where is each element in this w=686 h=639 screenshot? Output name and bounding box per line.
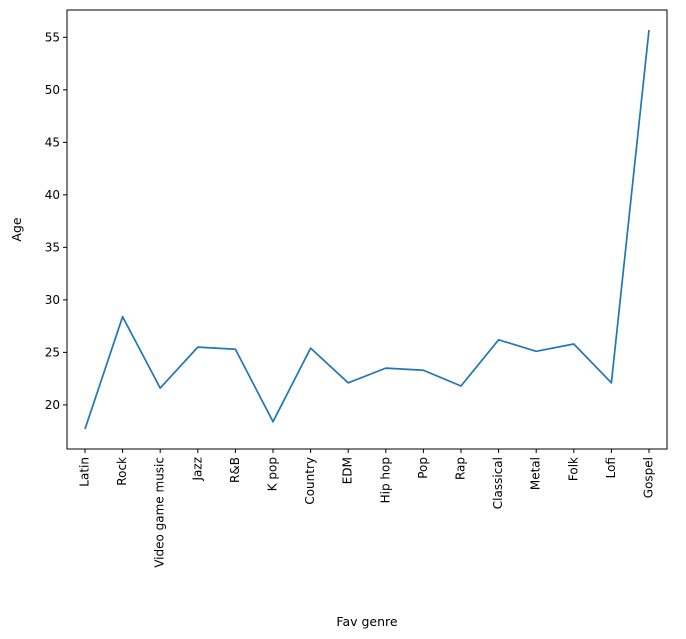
- x-axis-label: Fav genre: [336, 614, 397, 629]
- x-tick-label: EDM: [341, 457, 355, 484]
- x-tick-label: Hip hop: [378, 457, 392, 503]
- x-tick-label: Jazz: [190, 457, 204, 482]
- y-tick-label: 30: [45, 293, 60, 307]
- series-line-0: [84, 29, 650, 430]
- y-tick-label: 45: [45, 135, 60, 149]
- y-tick-label: 50: [45, 83, 60, 97]
- plot-area: [66, 9, 668, 450]
- x-tick-label: Pop: [416, 457, 430, 479]
- x-tick-label: Gospel: [642, 457, 656, 498]
- y-tick-label: 20: [45, 398, 60, 412]
- x-tick-label: Metal: [529, 457, 543, 490]
- x-tick-label: Video game music: [153, 457, 167, 568]
- y-tick-label: 25: [45, 345, 60, 359]
- x-tick-label: Classical: [491, 457, 505, 509]
- y-axis-ticks: 20 25 30 35 40 45 50 55: [45, 30, 67, 412]
- x-tick-label: Country: [303, 457, 317, 505]
- x-tick-label: Folk: [566, 457, 580, 481]
- axes-frame: [66, 9, 668, 450]
- y-tick-label: 35: [45, 240, 60, 254]
- y-tick-label: 55: [45, 30, 60, 44]
- x-tick-label: Latin: [78, 457, 92, 487]
- y-axis-label: Age: [9, 217, 24, 241]
- x-tick-label: R&B: [228, 457, 242, 483]
- y-tick-label: 40: [45, 188, 60, 202]
- x-tick-label: Lofi: [604, 457, 618, 478]
- x-tick-label: Rap: [454, 457, 468, 480]
- x-tick-label: K pop: [266, 457, 280, 491]
- x-tick-label: Rock: [115, 457, 129, 486]
- x-axis-ticks: Latin Rock Video game music Jazz R&B K pop Cou…: [78, 449, 656, 568]
